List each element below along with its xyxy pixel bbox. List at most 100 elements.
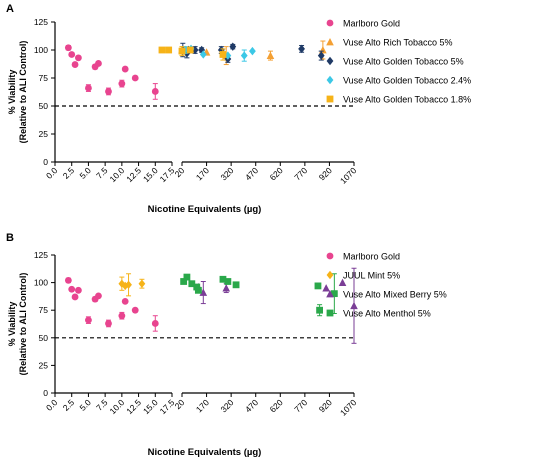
legend-marker — [326, 38, 334, 46]
data-point — [118, 312, 126, 320]
legend-marker — [326, 270, 334, 280]
y-tick-label: 75 — [39, 305, 49, 315]
x-tick-label: 20 — [173, 165, 187, 179]
legend-label: Vuse Alto Mixed Berry 5% — [343, 290, 447, 300]
x-tick-label: 470 — [243, 165, 260, 182]
data-point — [95, 60, 102, 67]
data-point — [191, 45, 199, 55]
data-point — [199, 288, 208, 296]
data-point — [85, 316, 92, 324]
data-point — [71, 61, 79, 68]
legend-label: Marlboro Gold — [343, 252, 400, 262]
x-tick-label: 20 — [173, 397, 187, 411]
y-tick-label: 50 — [39, 101, 49, 111]
data-point — [266, 51, 275, 59]
data-point — [105, 88, 112, 95]
data-point — [338, 278, 347, 286]
data-point — [229, 42, 237, 51]
x-tick-label: 1070 — [338, 397, 359, 418]
data-point — [131, 74, 139, 82]
x-tick-label: 920 — [317, 165, 334, 182]
x-tick-label: 770 — [292, 397, 309, 414]
x-tick-label: 7.5 — [94, 397, 110, 413]
data-point — [68, 51, 76, 58]
data-point — [64, 276, 72, 284]
y-tick-label: 0 — [43, 388, 48, 398]
y-axis-title-line1: % Viability — [7, 302, 17, 347]
data-point — [319, 46, 327, 54]
data-point — [75, 286, 82, 294]
data-point — [64, 44, 72, 52]
data-point — [121, 297, 129, 305]
x-tick-label: 620 — [268, 165, 285, 182]
data-point — [240, 51, 248, 60]
x-tick-label: 10.0 — [107, 165, 126, 184]
legend-marker — [326, 309, 334, 317]
y-tick-label: 25 — [39, 360, 49, 370]
x-tick-label: 7.5 — [94, 165, 110, 181]
x-tick-label: 17.5 — [158, 165, 177, 184]
x-tick-label: 5.0 — [77, 397, 93, 413]
x-tick-label: 1070 — [338, 165, 359, 186]
data-point — [165, 46, 173, 54]
y-tick-label: 100 — [34, 45, 48, 55]
x-axis-title: Nicotine Equivalents (µg) — [148, 447, 262, 458]
x-tick-label: 320 — [218, 397, 235, 414]
x-tick-label: 0.0 — [44, 397, 60, 413]
legend-label: Vuse Alto Rich Tobacco 5% — [343, 38, 453, 48]
x-tick-label: 170 — [194, 397, 211, 414]
data-point — [330, 290, 338, 298]
x-tick-label: 17.5 — [158, 397, 177, 416]
x-tick-label: 10.0 — [107, 397, 126, 416]
y-tick-label: 0 — [43, 157, 48, 167]
x-tick-label: 15.0 — [141, 397, 160, 416]
data-point — [316, 306, 323, 314]
y-axis-title-line2: (Relative to ALI Control) — [18, 41, 28, 144]
legend-label: Vuse Alto Golden Tobacco 2.4% — [343, 76, 471, 86]
legend-marker — [326, 95, 334, 103]
panel-label: A — [6, 3, 14, 15]
x-tick-label: 12.5 — [124, 397, 143, 416]
data-point — [249, 46, 256, 56]
x-tick-label: 2.5 — [61, 397, 77, 413]
legend-marker — [326, 19, 334, 27]
y-tick-label: 125 — [34, 17, 48, 27]
x-tick-label: 920 — [317, 397, 334, 414]
x-tick-label: 470 — [243, 397, 260, 414]
data-point — [118, 80, 126, 87]
legend-label: Vuse Alto Golden Tobacco 1.8% — [343, 95, 471, 105]
data-point — [138, 279, 146, 288]
x-tick-label: 320 — [218, 165, 235, 182]
x-tick-label: 620 — [268, 397, 285, 414]
panel-label: B — [6, 232, 14, 244]
data-point — [158, 46, 166, 54]
legend-marker — [326, 75, 334, 85]
data-point — [68, 285, 76, 293]
data-point — [224, 51, 232, 60]
y-tick-label: 125 — [34, 250, 48, 260]
legend-label: Vuse Alto Golden Tobacco 5% — [343, 57, 464, 67]
data-point — [105, 320, 112, 327]
data-point — [199, 50, 207, 59]
data-point — [121, 65, 129, 73]
legend-label: Vuse Alto Menthol 5% — [343, 309, 431, 319]
data-point — [224, 278, 232, 285]
x-tick-label: 5.0 — [77, 165, 93, 181]
data-point — [194, 286, 202, 294]
data-point — [180, 278, 188, 285]
x-tick-label: 15.0 — [141, 165, 160, 184]
legend-marker — [326, 290, 334, 298]
legend-marker — [326, 252, 334, 260]
data-point — [125, 280, 132, 290]
y-axis-title-line2: (Relative to ALI Control) — [18, 273, 28, 376]
data-point — [178, 47, 186, 55]
legend-marker — [326, 56, 334, 66]
legend-label: Marlboro Gold — [343, 19, 400, 29]
x-tick-label: 0.0 — [44, 165, 60, 181]
x-tick-label: 170 — [194, 165, 211, 182]
data-point — [95, 292, 102, 300]
data-point — [85, 84, 92, 92]
legend-label: JUUL Mint 5% — [343, 271, 400, 281]
